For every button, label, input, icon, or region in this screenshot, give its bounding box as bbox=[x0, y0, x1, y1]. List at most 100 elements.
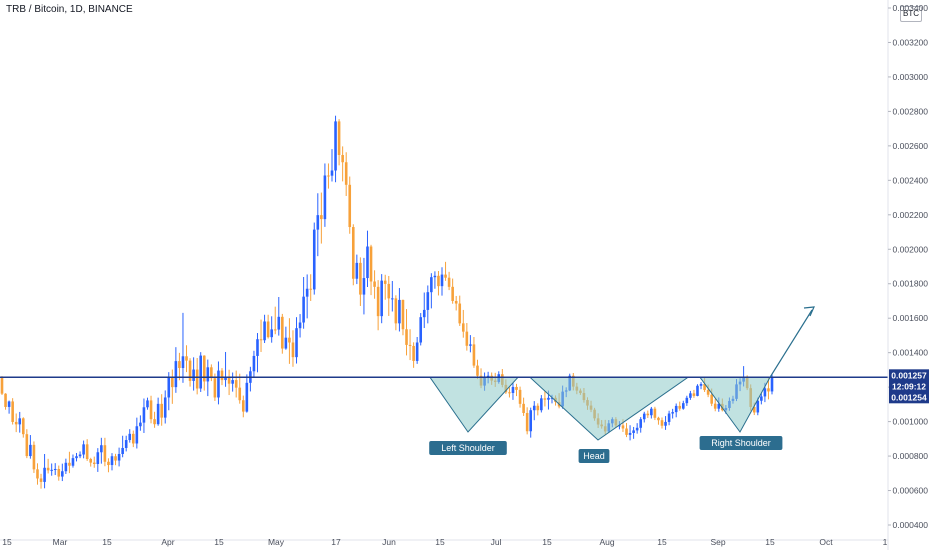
candle-body bbox=[681, 403, 685, 409]
candle-body bbox=[128, 433, 132, 441]
candle-body bbox=[82, 444, 85, 455]
candle-body bbox=[398, 299, 401, 324]
candle-body bbox=[227, 377, 231, 384]
price-axis: 0.0004000.0006000.0008000.0010000.001200… bbox=[887, 0, 929, 550]
candle-body bbox=[270, 329, 273, 338]
candle-body bbox=[433, 275, 437, 278]
candle-body bbox=[508, 392, 511, 394]
candle-body bbox=[241, 400, 245, 412]
x-tick-label: Sep bbox=[710, 537, 725, 547]
candle-body bbox=[185, 356, 188, 361]
candle-body bbox=[284, 337, 288, 349]
pattern-label: Left Shoulder bbox=[441, 443, 495, 453]
candle-body bbox=[391, 298, 394, 300]
neckline-level bbox=[0, 306, 888, 379]
candle-body bbox=[415, 342, 419, 361]
y-tick-label: 0.001800 bbox=[893, 279, 929, 289]
candle-body bbox=[703, 384, 706, 391]
y-tick-label: 0.002400 bbox=[893, 175, 929, 185]
candle-body bbox=[752, 406, 756, 413]
x-tick-label: Oct bbox=[819, 537, 833, 547]
candle-body bbox=[7, 401, 11, 407]
candle-body bbox=[650, 408, 653, 416]
candles-layer bbox=[0, 115, 774, 489]
candle-body bbox=[192, 369, 195, 381]
candle-body bbox=[547, 397, 550, 400]
y-tick-label: 0.001400 bbox=[893, 348, 929, 358]
candle-body bbox=[114, 456, 117, 461]
candle-body bbox=[146, 400, 149, 408]
candle-body bbox=[532, 405, 536, 411]
pattern-zone-1 bbox=[528, 376, 690, 441]
pattern-label: Head bbox=[583, 451, 605, 461]
candle-body bbox=[437, 275, 440, 287]
candle-body bbox=[160, 403, 163, 418]
candle-body bbox=[252, 355, 256, 372]
candle-body bbox=[430, 277, 433, 293]
candle-body bbox=[476, 365, 479, 376]
candle-body bbox=[529, 410, 533, 432]
candle-body bbox=[667, 413, 671, 422]
candle-body bbox=[100, 445, 103, 453]
candle-body bbox=[29, 444, 32, 457]
candle-body bbox=[348, 184, 352, 228]
candle-body bbox=[39, 478, 43, 482]
candle-body bbox=[689, 393, 692, 398]
candle-body bbox=[518, 389, 522, 404]
candle-body bbox=[312, 229, 316, 290]
candle-body bbox=[302, 296, 305, 323]
candle-body bbox=[657, 417, 660, 421]
candle-body bbox=[369, 246, 373, 282]
x-tick-label: 17 bbox=[331, 537, 341, 547]
currency-button[interactable]: BTC bbox=[900, 6, 922, 22]
candle-body bbox=[234, 380, 238, 388]
candle-body bbox=[511, 386, 515, 393]
candle-body bbox=[408, 344, 412, 346]
candle-body bbox=[362, 278, 366, 295]
candle-body bbox=[412, 345, 415, 361]
candle-body bbox=[699, 384, 703, 386]
candle-body bbox=[206, 367, 210, 382]
candle-body bbox=[117, 453, 121, 461]
x-tick-label: Mar bbox=[53, 537, 68, 547]
x-tick-label: 15 bbox=[435, 537, 445, 547]
candle-body bbox=[625, 428, 628, 435]
x-tick-label: 15 bbox=[102, 537, 112, 547]
candle-body bbox=[298, 322, 302, 329]
candle-body bbox=[465, 331, 469, 346]
x-tick-label: Aug bbox=[599, 537, 614, 547]
x-tick-label: Jun bbox=[382, 537, 396, 547]
candle-body bbox=[632, 430, 635, 433]
candle-body bbox=[85, 444, 89, 459]
candle-body bbox=[163, 397, 167, 418]
candle-body bbox=[202, 355, 206, 382]
candle-body bbox=[486, 375, 490, 377]
candle-body bbox=[153, 419, 156, 425]
y-tick-label: 0.001600 bbox=[893, 313, 929, 323]
x-tick-label: May bbox=[268, 537, 285, 547]
candle-body bbox=[380, 280, 383, 317]
y-tick-label: 0.000800 bbox=[893, 451, 929, 461]
candle-body bbox=[57, 468, 61, 477]
candle-body bbox=[685, 397, 689, 404]
candle-body bbox=[642, 413, 646, 420]
candle-body bbox=[131, 433, 135, 444]
candle-body bbox=[220, 370, 224, 381]
pattern-label-box bbox=[699, 436, 783, 450]
candle-body bbox=[288, 337, 291, 343]
x-tick-label: Jul bbox=[491, 537, 502, 547]
y-tick-label: 0.001000 bbox=[893, 417, 929, 427]
candle-body bbox=[11, 401, 14, 422]
candle-body bbox=[543, 398, 547, 400]
pattern-zone-0 bbox=[429, 376, 520, 433]
candle-body bbox=[259, 339, 263, 341]
candle-body bbox=[277, 316, 281, 330]
head-and-shoulders-pattern bbox=[429, 376, 771, 441]
candle-body bbox=[156, 403, 160, 425]
candle-body bbox=[64, 462, 68, 472]
candle-body bbox=[96, 452, 100, 464]
candle-body bbox=[238, 387, 242, 401]
candle-body bbox=[770, 377, 774, 392]
candle-body bbox=[419, 317, 423, 343]
